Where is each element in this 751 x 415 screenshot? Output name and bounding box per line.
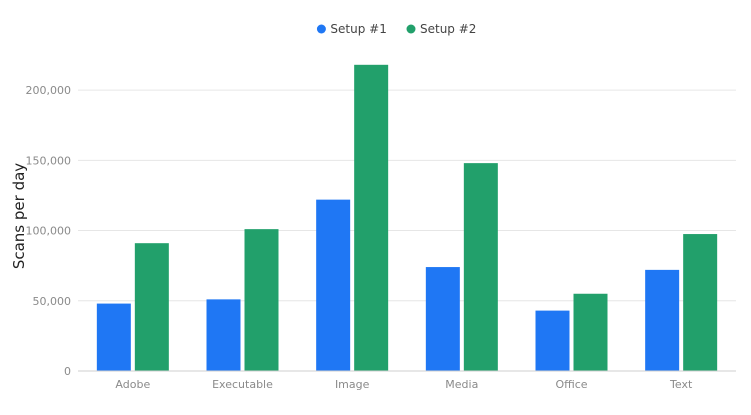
y-tick-label: 100,000 [26, 225, 72, 238]
bar-text-series-1[interactable] [645, 269, 680, 371]
x-tick-label: Office [555, 378, 587, 391]
axis-layer: 0 50,000 100,000 150,000 200,000 Adobe Executa… [26, 84, 736, 391]
x-tick-label: Text [669, 378, 693, 391]
y-tick-label: 200,000 [26, 84, 72, 97]
legend-label: Setup #2 [420, 22, 476, 36]
bar-adobe-series-2[interactable] [134, 243, 169, 371]
bar-text-series-2[interactable] [683, 234, 718, 371]
bar-image-series-1[interactable] [316, 199, 351, 371]
bar-executable-series-1[interactable] [206, 299, 241, 371]
legend-marker [316, 24, 326, 34]
y-tick-label: 0 [64, 365, 71, 378]
x-tick-label: Image [335, 378, 370, 391]
bar-office-series-1[interactable] [535, 310, 570, 371]
bar-media-series-1[interactable] [425, 267, 460, 371]
legend[interactable]: Setup #1 Setup #2 [316, 22, 477, 36]
x-tick-label: Executable [212, 378, 273, 391]
bar-adobe-series-1[interactable] [96, 303, 131, 371]
grid-layer [78, 89, 736, 302]
legend-label: Setup #1 [330, 22, 386, 36]
y-tick-label: 150,000 [26, 154, 72, 167]
bars-layer [96, 64, 718, 372]
legend-marker [406, 24, 416, 34]
y-axis-label: Scans per day [10, 163, 28, 269]
bar-office-series-2[interactable] [573, 293, 608, 371]
x-tick-label: Adobe [115, 378, 150, 391]
bar-executable-series-2[interactable] [244, 229, 279, 371]
legend-item-series-2[interactable]: Setup #2 [406, 22, 477, 36]
legend-item-series-1[interactable]: Setup #1 [316, 22, 387, 36]
y-tick-label: 50,000 [33, 295, 72, 308]
bar-image-series-2[interactable] [354, 64, 389, 372]
bar-media-series-2[interactable] [463, 163, 498, 371]
x-tick-label: Media [445, 378, 478, 391]
